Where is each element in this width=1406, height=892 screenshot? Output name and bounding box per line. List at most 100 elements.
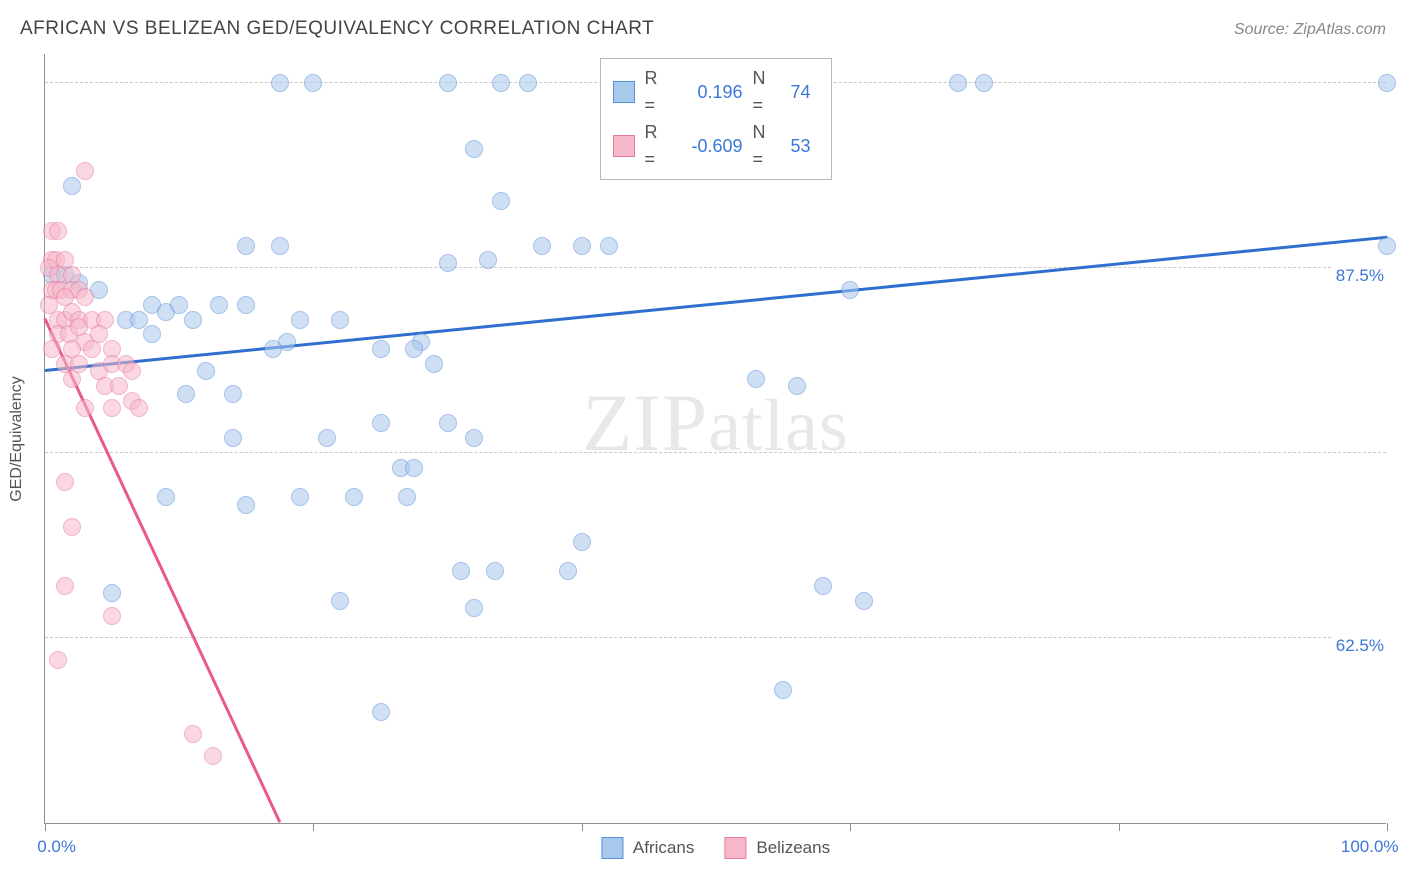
data-point	[271, 74, 289, 92]
data-point	[465, 429, 483, 447]
data-point	[533, 237, 551, 255]
data-point	[264, 340, 282, 358]
legend-series-item: Belizeans	[724, 837, 830, 859]
chart-plot-area: GED/Equivalency ZIPatlas 62.5%87.5%0.0%1…	[44, 54, 1386, 824]
legend-stats-row: R = -0.609 N = 53	[613, 119, 819, 173]
data-point	[747, 370, 765, 388]
trend-line	[44, 318, 281, 823]
data-point	[398, 488, 416, 506]
data-point	[331, 592, 349, 610]
legend-swatch	[724, 837, 746, 859]
data-point	[103, 399, 121, 417]
data-point	[774, 681, 792, 699]
data-point	[405, 340, 423, 358]
data-point	[439, 254, 457, 272]
data-point	[63, 177, 81, 195]
legend-n-label: N =	[753, 65, 781, 119]
chart-header: AFRICAN VS BELIZEAN GED/EQUIVALENCY CORR…	[20, 18, 1386, 40]
data-point	[237, 296, 255, 314]
data-point	[949, 74, 967, 92]
watermark: ZIPatlas	[582, 376, 849, 470]
data-point	[318, 429, 336, 447]
chart-source: Source: ZipAtlas.com	[1234, 21, 1386, 39]
legend-swatch	[601, 837, 623, 859]
data-point	[425, 355, 443, 373]
data-point	[177, 385, 195, 403]
data-point	[492, 74, 510, 92]
data-point	[184, 311, 202, 329]
data-point	[492, 192, 510, 210]
legend-series-label: Africans	[633, 838, 694, 858]
x-tick	[850, 823, 851, 831]
data-point	[479, 251, 497, 269]
data-point	[1378, 237, 1396, 255]
data-point	[271, 237, 289, 255]
data-point	[345, 488, 363, 506]
y-tick-label: 62.5%	[1332, 636, 1388, 656]
legend-r-value: -0.609	[683, 133, 743, 160]
x-tick	[582, 823, 583, 831]
data-point	[143, 325, 161, 343]
data-point	[76, 162, 94, 180]
data-point	[372, 703, 390, 721]
data-point	[304, 74, 322, 92]
x-tick-label: 0.0%	[37, 837, 76, 857]
gridline-h	[45, 267, 1386, 268]
legend-stats-row: R = 0.196 N = 74	[613, 65, 819, 119]
legend-n-value: 74	[791, 79, 819, 106]
data-point	[49, 222, 67, 240]
legend-r-label: R =	[645, 119, 673, 173]
data-point	[1378, 74, 1396, 92]
data-point	[224, 429, 242, 447]
data-point	[573, 533, 591, 551]
data-point	[130, 399, 148, 417]
data-point	[814, 577, 832, 595]
data-point	[291, 488, 309, 506]
x-tick	[1119, 823, 1120, 831]
y-axis-label: GED/Equivalency	[8, 376, 26, 501]
data-point	[465, 140, 483, 158]
data-point	[130, 311, 148, 329]
data-point	[103, 584, 121, 602]
data-point	[157, 488, 175, 506]
data-point	[43, 340, 61, 358]
y-tick-label: 87.5%	[1332, 266, 1388, 286]
data-point	[56, 473, 74, 491]
data-point	[452, 562, 470, 580]
data-point	[63, 370, 81, 388]
data-point	[103, 607, 121, 625]
data-point	[224, 385, 242, 403]
legend-stats: R = 0.196 N = 74 R = -0.609 N = 53	[600, 58, 832, 180]
legend-r-label: R =	[645, 65, 673, 119]
data-point	[600, 237, 618, 255]
legend-series: Africans Belizeans	[601, 837, 830, 859]
legend-n-value: 53	[791, 133, 819, 160]
legend-swatch	[613, 81, 635, 103]
data-point	[83, 340, 101, 358]
data-point	[56, 577, 74, 595]
data-point	[439, 414, 457, 432]
gridline-h	[45, 452, 1386, 453]
data-point	[123, 362, 141, 380]
x-tick	[45, 823, 46, 831]
data-point	[170, 296, 188, 314]
x-tick	[1387, 823, 1388, 831]
data-point	[76, 288, 94, 306]
data-point	[573, 237, 591, 255]
data-point	[841, 281, 859, 299]
legend-swatch	[613, 135, 635, 157]
x-tick	[313, 823, 314, 831]
data-point	[372, 414, 390, 432]
data-point	[291, 311, 309, 329]
gridline-h	[45, 637, 1386, 638]
legend-series-label: Belizeans	[756, 838, 830, 858]
legend-n-label: N =	[753, 119, 781, 173]
legend-r-value: 0.196	[683, 79, 743, 106]
data-point	[210, 296, 228, 314]
data-point	[975, 74, 993, 92]
data-point	[197, 362, 215, 380]
data-point	[237, 496, 255, 514]
data-point	[788, 377, 806, 395]
data-point	[204, 747, 222, 765]
data-point	[63, 518, 81, 536]
